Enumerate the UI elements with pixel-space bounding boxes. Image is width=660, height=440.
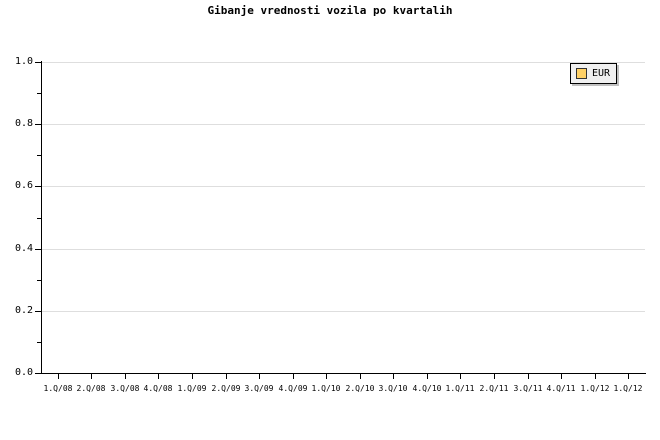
gridline xyxy=(41,310,645,312)
y-axis-tick-label: 0.0 xyxy=(14,367,33,378)
gridline xyxy=(41,186,645,188)
y-axis-tick-major xyxy=(35,248,41,250)
x-axis-tick-label: 1.Q/08 xyxy=(43,384,73,393)
x-axis-tick-label: 1.Q/12 xyxy=(613,384,643,393)
y-axis-tick-label: 1.0 xyxy=(14,56,33,67)
x-axis-line xyxy=(41,373,646,374)
x-axis-tick-label: 4.Q/10 xyxy=(412,384,442,393)
x-axis-tick-label: 2.Q/11 xyxy=(479,384,509,393)
x-axis-tick-label: 1.Q/11 xyxy=(445,384,475,393)
y-axis-tick-major xyxy=(35,124,41,126)
x-axis-tick xyxy=(628,374,629,379)
x-axis-tick xyxy=(393,374,394,379)
y-axis-tick-label: 0.8 xyxy=(14,118,33,130)
y-axis-tick-label: 0.2 xyxy=(14,304,33,316)
y-axis-tick-label: 0.4 xyxy=(14,242,33,254)
y-axis-tick-minor xyxy=(37,155,41,157)
gridline xyxy=(41,248,645,250)
x-axis-tick-label: 1.Q/12 xyxy=(580,384,610,393)
x-axis-tick-label: 4.Q/08 xyxy=(143,384,173,393)
x-axis-tick xyxy=(293,374,294,379)
x-axis-tick xyxy=(192,374,193,379)
x-axis-tick-label: 3.Q/11 xyxy=(513,384,543,393)
x-axis-tick xyxy=(91,374,92,379)
x-axis-tick xyxy=(58,374,59,379)
x-axis-tick xyxy=(326,374,327,379)
x-axis-tick xyxy=(360,374,361,379)
x-axis-tick xyxy=(125,374,126,379)
y-axis-tick-major xyxy=(35,373,41,374)
x-axis-tick-label: 3.Q/08 xyxy=(110,384,140,393)
x-axis-tick xyxy=(427,374,428,379)
x-axis-tick xyxy=(494,374,495,379)
y-axis-tick-minor xyxy=(37,93,41,95)
x-axis-tick xyxy=(595,374,596,379)
chart-legend[interactable]: EUR xyxy=(570,63,618,84)
x-axis-tick xyxy=(528,374,529,379)
gridline xyxy=(41,124,645,126)
x-axis-tick xyxy=(158,374,159,379)
x-axis-tick-label: 1.Q/09 xyxy=(177,384,207,393)
y-axis-line xyxy=(41,61,42,374)
y-axis-tick-minor xyxy=(37,341,41,343)
x-axis-tick-label: 1.Q/10 xyxy=(311,384,341,393)
x-axis-tick xyxy=(460,374,461,379)
x-axis-tick-label: 2.Q/09 xyxy=(211,384,241,393)
x-axis-tick-label: 3.Q/10 xyxy=(378,384,408,393)
gridline xyxy=(41,62,645,63)
plot-area xyxy=(41,62,645,373)
legend-swatch-eur-icon xyxy=(576,68,587,79)
y-axis-tick-major xyxy=(35,310,41,312)
chart-title: Gibanje vrednosti vozila po kvartalih xyxy=(207,4,453,17)
x-axis-tick-label: 4.Q/11 xyxy=(546,384,576,393)
x-axis-tick xyxy=(561,374,562,379)
x-axis-tick-label: 4.Q/09 xyxy=(278,384,308,393)
y-axis-tick-minor xyxy=(37,217,41,219)
y-axis-tick-major xyxy=(35,62,41,63)
x-axis-tick-label: 2.Q/08 xyxy=(76,384,106,393)
x-axis-tick-label: 3.Q/09 xyxy=(244,384,274,393)
x-axis-tick-label: 2.Q/10 xyxy=(345,384,375,393)
y-axis-tick-major xyxy=(35,186,41,188)
x-axis-tick xyxy=(259,374,260,379)
y-axis-tick-label: 0.6 xyxy=(14,180,33,192)
y-axis-tick-minor xyxy=(37,279,41,281)
x-axis-tick xyxy=(226,374,227,379)
legend-label-eur: EUR xyxy=(592,68,611,79)
